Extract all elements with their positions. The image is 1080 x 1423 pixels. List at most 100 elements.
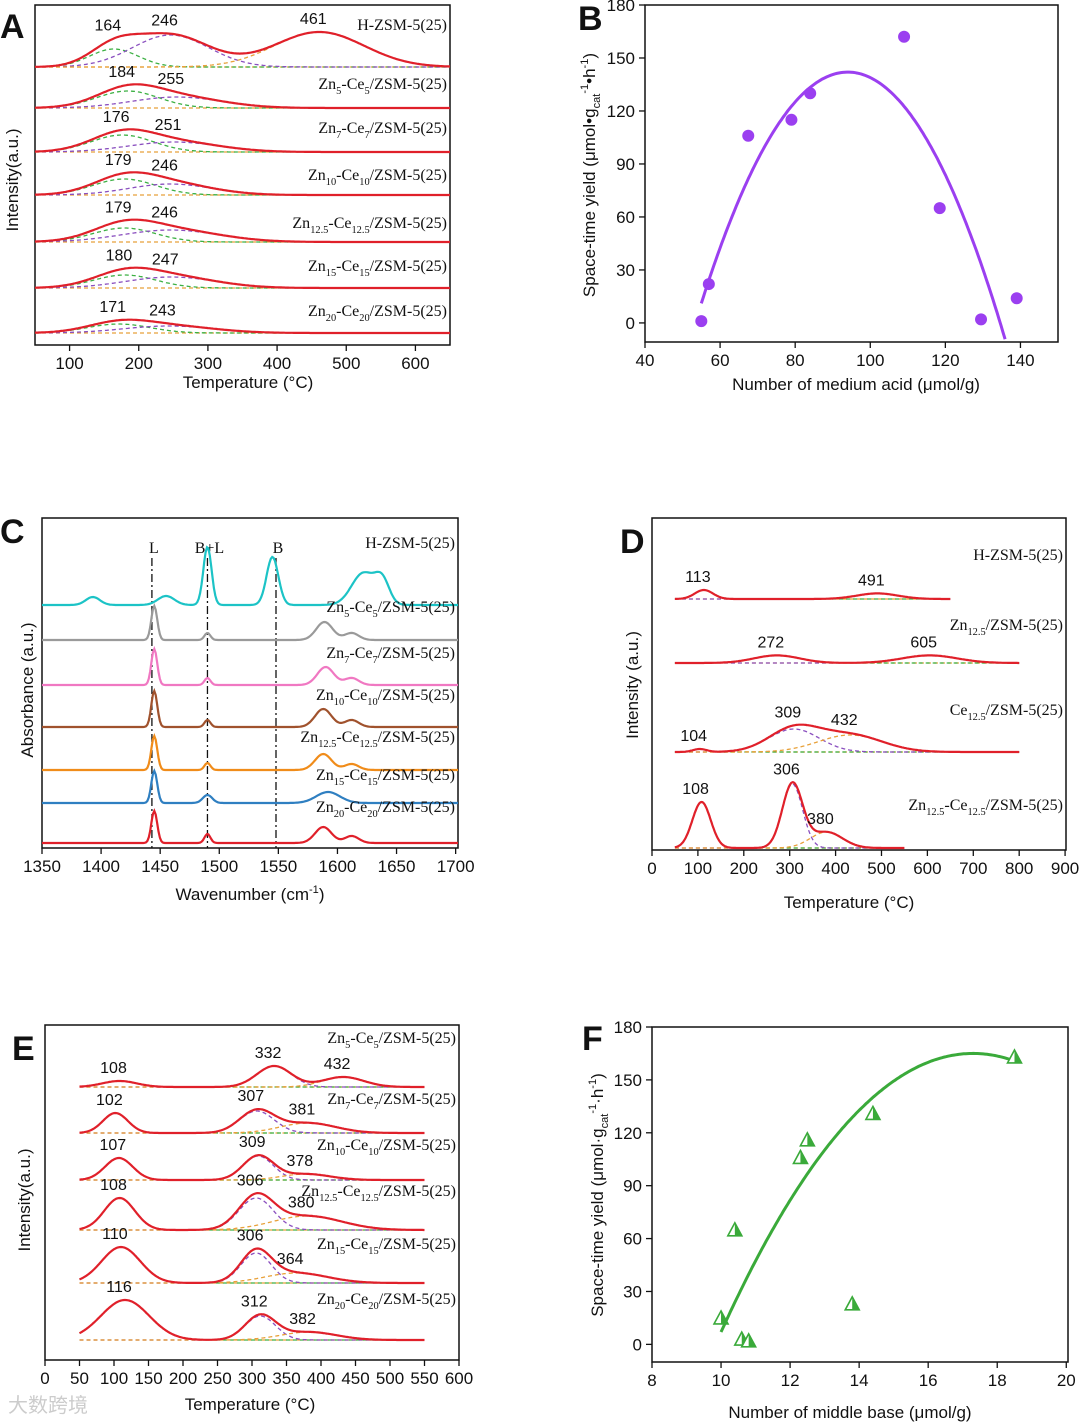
x-tick-label: 100 (100, 1369, 128, 1388)
x-tick-label: 450 (341, 1369, 369, 1388)
y-axis-label: Intensity(a.u.) (3, 129, 22, 232)
fit-component (35, 96, 450, 109)
triangle-fill (748, 1333, 756, 1347)
y-tick-label: 120 (614, 1124, 642, 1143)
spectrum-curve (674, 781, 905, 850)
x-axis-label: Temperature (°C) (183, 373, 314, 392)
data-point (804, 87, 817, 100)
data-point (726, 1221, 744, 1237)
peak-label: 176 (103, 109, 130, 126)
spectrum-curve (674, 723, 1020, 754)
peak-label: 255 (157, 71, 184, 88)
sample-label: Zn12.5/ZSM-5(25) (950, 617, 1063, 638)
data-point (799, 1131, 816, 1147)
sample-label: Zn15-Ce15/ZSM-5(25) (308, 258, 447, 279)
peak-label: 605 (910, 634, 937, 651)
sample-label: Zn7-Ce7/ZSM-5(25) (318, 120, 447, 141)
peak-label: 113 (685, 569, 711, 586)
fit-component (35, 274, 450, 289)
data-point (742, 129, 755, 142)
plot-frame-C (41, 517, 459, 849)
sample-label: Zn5-Ce5/ZSM-5(25) (318, 76, 447, 97)
data-point (1010, 292, 1023, 305)
x-tick-label: 600 (445, 1369, 473, 1388)
x-tick-label: 500 (376, 1369, 404, 1388)
sample-label: Zn15-Ce15/ZSM-5(25) (317, 1236, 456, 1257)
panel-letter-E: E (12, 1030, 35, 1068)
peak-label: 380 (288, 1195, 315, 1212)
x-tick-label: 600 (401, 354, 429, 373)
peak-label: 382 (289, 1311, 316, 1328)
data-point (695, 315, 708, 328)
x-tick-label: 300 (194, 354, 222, 373)
peak-label: 243 (149, 302, 176, 319)
triangle-fill (800, 1150, 808, 1164)
fit-component (35, 90, 450, 109)
x-tick-label: 1350 (23, 857, 61, 876)
x-tick-label: 500 (332, 354, 360, 373)
peak-label: 108 (100, 1060, 127, 1077)
fit-component (79, 1110, 425, 1134)
data-point (702, 278, 715, 291)
x-tick-label: 1600 (319, 857, 357, 876)
peak-label: 164 (94, 17, 121, 34)
spectrum-curve (34, 318, 450, 335)
sample-label: Zn12.5-Ce12.5/ZSM-5(25) (908, 797, 1063, 818)
peak-label: 491 (858, 572, 885, 589)
spectrum-curve (35, 266, 450, 290)
x-tick-label: 1550 (259, 857, 297, 876)
data-point (785, 113, 798, 126)
y-tick-label: 90 (616, 155, 635, 174)
sample-label: Ce12.5/ZSM-5(25) (950, 702, 1063, 723)
data-point (843, 1295, 861, 1311)
peak-label: 306 (237, 1228, 264, 1245)
x-tick-label: 900 (1051, 859, 1079, 878)
x-tick-label: 80 (786, 351, 805, 370)
peak-label: 380 (807, 811, 834, 828)
y-tick-label: 150 (614, 1071, 642, 1090)
sample-label: Zn20-Ce20/ZSM-5(25) (316, 799, 455, 820)
sample-label: Zn15-Ce15/ZSM-5(25) (316, 767, 455, 788)
x-tick-label: 800 (1005, 859, 1033, 878)
y-axis-label: Space-time yield (μmol•gcat-1•h-1) (579, 53, 603, 297)
triangle-fill (734, 1222, 742, 1236)
fit-component (35, 34, 450, 68)
peak-label: 246 (151, 204, 178, 221)
sample-label: Zn5-Ce5/ZSM-5(25) (327, 1030, 456, 1051)
x-tick-label: 0 (40, 1369, 49, 1388)
y-tick-label: 30 (623, 1282, 642, 1301)
sample-label: Zn5-Ce5/ZSM-5(25) (326, 599, 455, 620)
y-tick-label: 180 (614, 1018, 642, 1037)
sample-label: Zn20-Ce20/ZSM-5(25) (308, 303, 447, 324)
triangle-fill (852, 1296, 860, 1310)
x-tick-label: 100 (684, 859, 712, 878)
peak-label: 179 (105, 199, 132, 216)
fit-component (35, 141, 450, 153)
x-tick-label: 100 (856, 351, 884, 370)
peak-label: 108 (100, 1177, 127, 1194)
peak-label: 110 (102, 1226, 128, 1243)
plot-frame-F (651, 1026, 1069, 1363)
panel-letter-C: C (0, 513, 25, 551)
fit-component (674, 801, 905, 849)
plot-frame-B (644, 4, 1059, 343)
peak-label: 309 (774, 704, 801, 721)
x-tick-label: 1450 (141, 857, 179, 876)
y-tick-label: 30 (616, 261, 635, 280)
sample-label: Zn12.5-Ce12.5/ZSM-5(25) (301, 1183, 456, 1204)
x-tick-label: 400 (821, 859, 849, 878)
spectrum-curve (35, 218, 450, 244)
peak-label: 312 (241, 1293, 268, 1310)
x-tick-label: 600 (913, 859, 941, 878)
spectrum-curve (34, 30, 451, 68)
x-axis-label: Wavenumber (cm-1) (175, 884, 324, 904)
x-axis-label: Temperature (°C) (784, 893, 915, 912)
peak-label: 332 (255, 1045, 282, 1062)
spectrum-curve (79, 1191, 425, 1232)
y-axis-label: Intensity(a.u.) (15, 1149, 34, 1252)
data-point (933, 202, 946, 215)
peak-label: 246 (151, 158, 178, 175)
data-point (712, 1309, 730, 1325)
x-tick-label: 400 (263, 354, 291, 373)
x-tick-label: 1700 (437, 857, 475, 876)
